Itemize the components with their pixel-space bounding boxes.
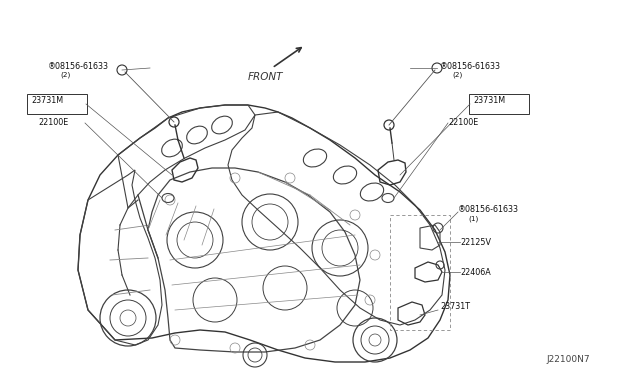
Text: (1): (1) xyxy=(468,215,478,221)
Text: ®08156-61633: ®08156-61633 xyxy=(458,205,519,214)
Text: ®08156-61633: ®08156-61633 xyxy=(440,62,501,71)
Text: 23731M: 23731M xyxy=(31,96,63,105)
Text: J22100N7: J22100N7 xyxy=(547,355,590,364)
Text: 22406A: 22406A xyxy=(460,268,491,277)
Text: ®08156-61633: ®08156-61633 xyxy=(48,62,109,71)
Text: 22125V: 22125V xyxy=(460,238,491,247)
Text: (2): (2) xyxy=(60,72,70,78)
Text: 23731M: 23731M xyxy=(473,96,505,105)
Bar xyxy=(390,215,450,330)
Text: 22100E: 22100E xyxy=(448,118,478,127)
Text: 23731T: 23731T xyxy=(440,302,470,311)
Text: (2): (2) xyxy=(452,72,462,78)
Text: 22100E: 22100E xyxy=(38,118,68,127)
Text: FRONT: FRONT xyxy=(248,72,284,82)
